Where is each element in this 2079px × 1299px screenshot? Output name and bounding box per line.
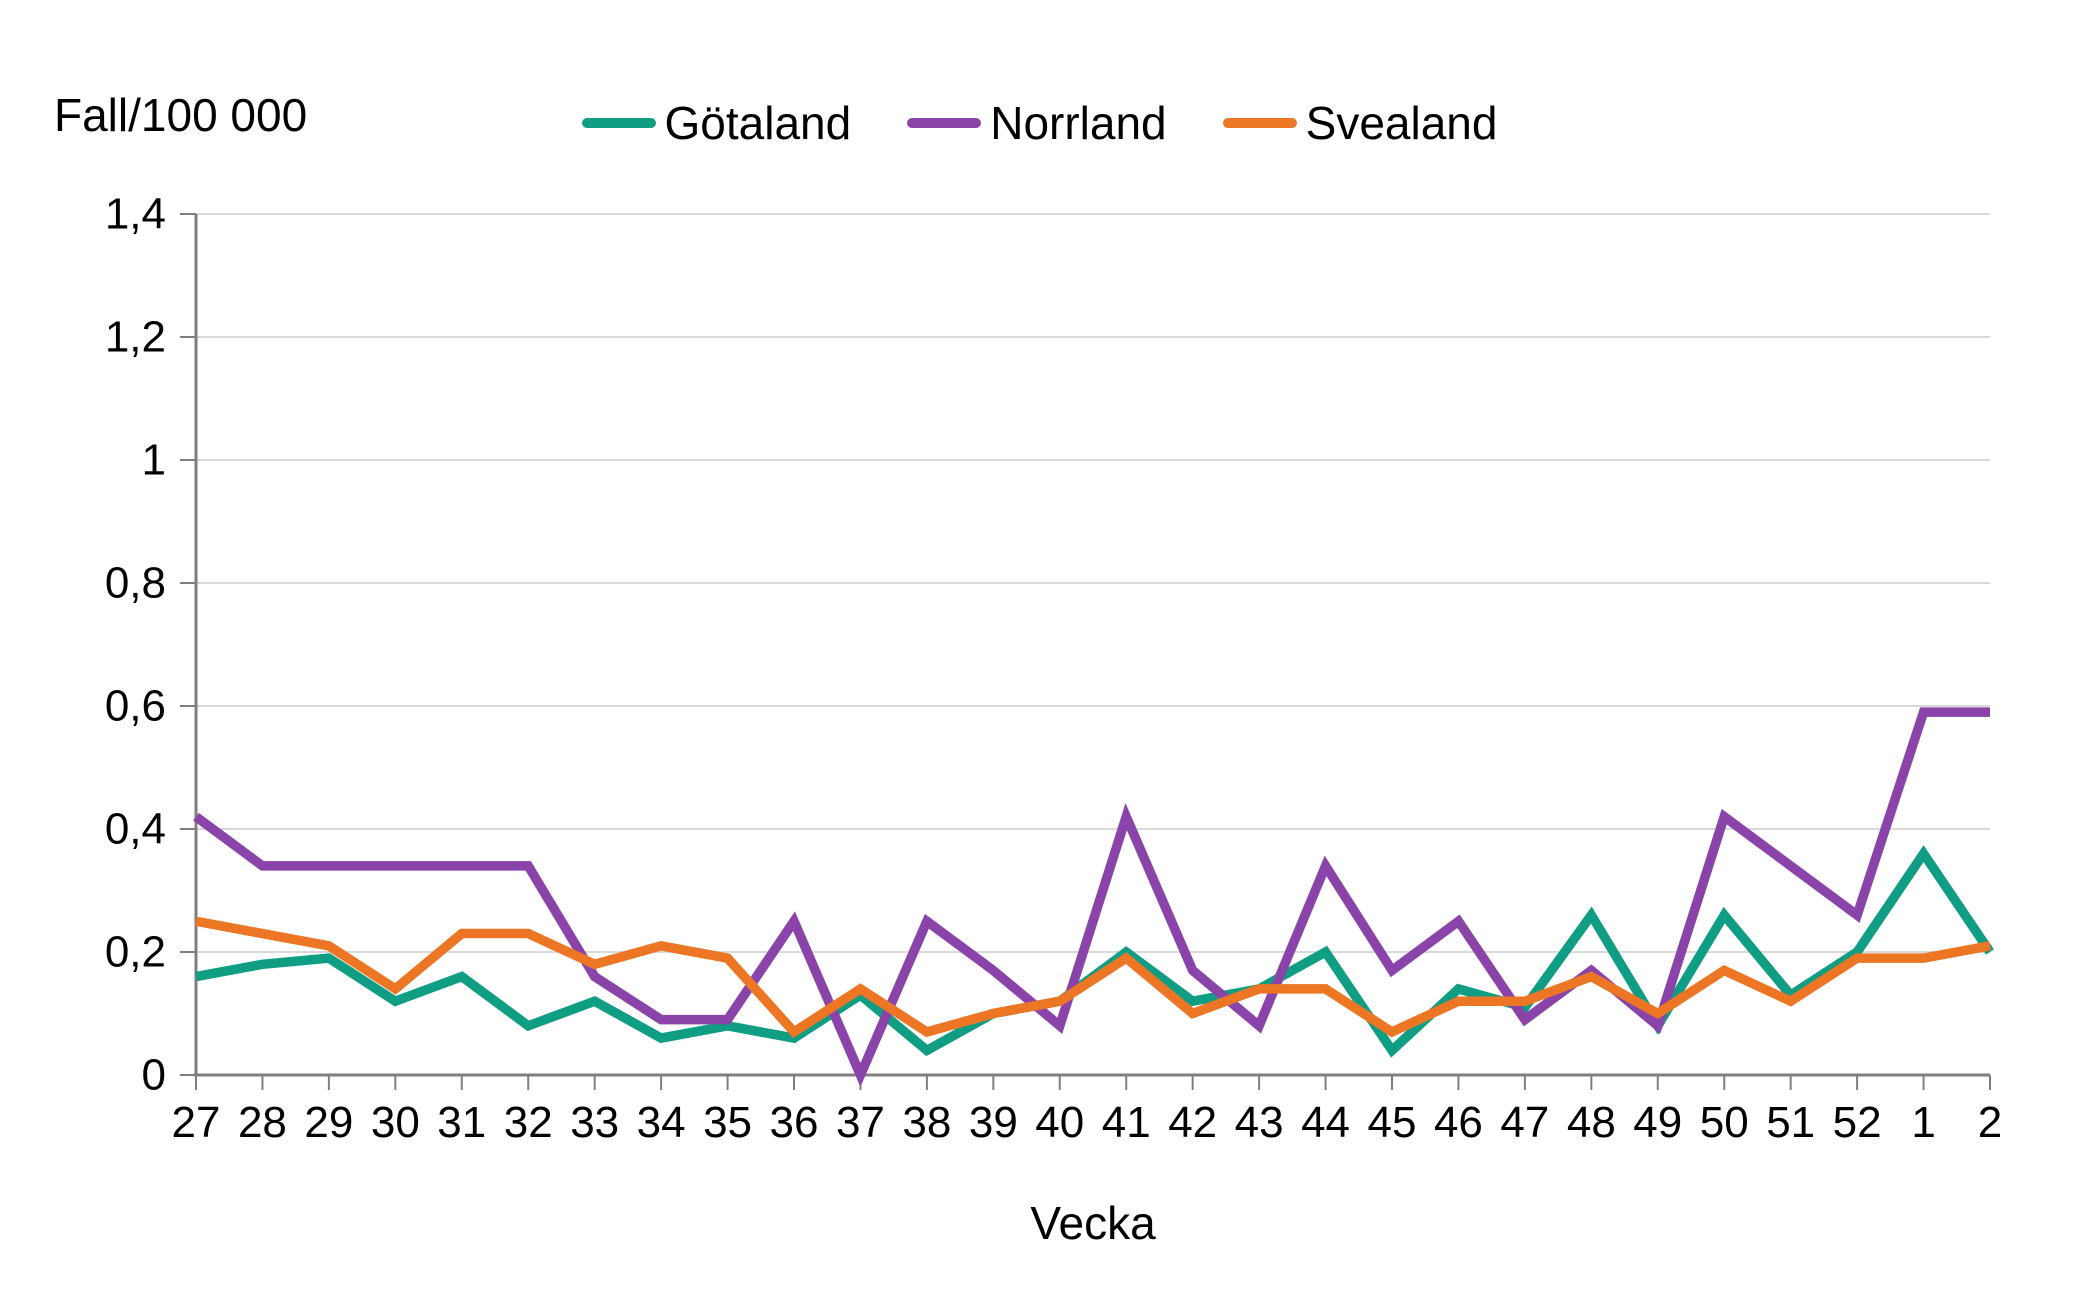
legend-item-norrland: Norrland — [907, 96, 1167, 150]
y-tick-label: 1,4 — [105, 190, 166, 239]
series-line-svealand — [195, 916, 1991, 1039]
x-tick-label: 47 — [1500, 1098, 1549, 1147]
x-tick-label: 34 — [637, 1098, 686, 1147]
y-tick-label: 0,4 — [105, 805, 166, 854]
x-tick-label: 1 — [1911, 1098, 1935, 1147]
y-tick-label: 1 — [142, 436, 166, 485]
x-tick-label: 50 — [1700, 1098, 1749, 1147]
legend-label-gotaland: Götaland — [664, 97, 852, 149]
y-tick-label: 0,2 — [105, 928, 166, 977]
x-tick-label: 44 — [1301, 1098, 1350, 1147]
norrland-line-swatch-icon — [907, 118, 982, 128]
x-tick-label: 39 — [969, 1098, 1018, 1147]
x-axis-title: Vecka — [1030, 1197, 1156, 1249]
x-tick-label: 32 — [504, 1098, 553, 1147]
x-tick-label: 41 — [1102, 1098, 1151, 1147]
y-tick-label: 0 — [142, 1051, 166, 1100]
y-tick-label: 1,2 — [105, 313, 166, 362]
x-tick-label: 45 — [1368, 1098, 1417, 1147]
x-tick-label: 48 — [1567, 1098, 1616, 1147]
x-tick-label: 38 — [902, 1098, 951, 1147]
legend-item-svealand: Svealand — [1222, 96, 1498, 150]
x-tick-label: 33 — [570, 1098, 619, 1147]
y-tick-label: 0,6 — [105, 682, 166, 731]
x-tick-label: 40 — [1035, 1098, 1084, 1147]
x-tick-label: 52 — [1833, 1098, 1882, 1147]
x-tick-label: 43 — [1235, 1098, 1284, 1147]
x-tick-label: 46 — [1434, 1098, 1483, 1147]
x-tick-label: 30 — [371, 1098, 420, 1147]
legend: Götaland Norrland Svealand — [0, 96, 2079, 150]
x-tick-label: 49 — [1633, 1098, 1682, 1147]
y-tick-label: 0,8 — [105, 559, 166, 608]
legend-label-norrland: Norrland — [990, 97, 1167, 149]
x-tick-label: 31 — [437, 1098, 486, 1147]
x-tick-label: 2 — [1978, 1098, 2002, 1147]
gotaland-line-swatch-icon — [581, 118, 656, 128]
y-axis-unit-title: Fall/100 000 — [54, 89, 308, 141]
x-tick-label: 27 — [172, 1098, 221, 1147]
x-tick-label: 51 — [1766, 1098, 1815, 1147]
x-tick-label: 36 — [770, 1098, 819, 1147]
legend-label-svealand: Svealand — [1305, 97, 1498, 149]
x-tick-label: 37 — [836, 1098, 885, 1147]
x-tick-label: 35 — [703, 1098, 752, 1147]
svealand-line-swatch-icon — [1222, 118, 1297, 128]
series-line-norrland — [193, 707, 1990, 1087]
legend-item-gotaland: Götaland — [581, 96, 852, 150]
x-tick-label: 42 — [1168, 1098, 1217, 1147]
x-tick-label: 29 — [304, 1098, 353, 1147]
x-tick-label: 28 — [238, 1098, 287, 1147]
